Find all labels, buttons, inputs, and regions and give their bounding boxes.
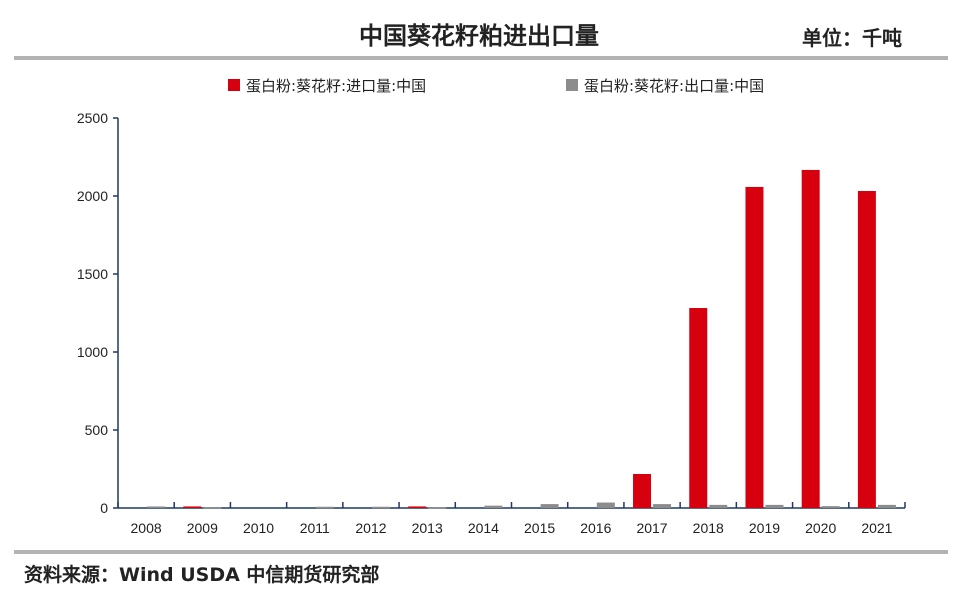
x-tick-label: 2020 <box>805 520 836 536</box>
x-tick-label: 2009 <box>187 520 218 536</box>
bar-import-2020 <box>801 169 820 508</box>
x-tick-label: 2021 <box>861 520 892 536</box>
legend-label-import: 蛋白粉:葵花籽:进口量:中国 <box>246 77 426 95</box>
x-tick-label: 2014 <box>468 520 499 536</box>
bar-import-2018 <box>689 308 708 508</box>
bar-export-2017 <box>653 504 672 508</box>
bar-export-2008 <box>147 506 166 508</box>
x-tick-label: 2011 <box>300 520 330 536</box>
bar-export-2020 <box>821 506 840 508</box>
x-tick-label: 2016 <box>580 520 611 536</box>
x-tick-label: 2015 <box>524 520 555 536</box>
y-tick-label: 2500 <box>77 110 108 126</box>
y-tick-label: 1000 <box>77 344 108 360</box>
legend-swatch-export <box>566 79 578 91</box>
x-tick-label: 2010 <box>243 520 274 536</box>
unit-label: 单位：千吨 <box>802 26 902 50</box>
bar-export-2012 <box>371 506 390 509</box>
y-tick-label: 500 <box>85 422 109 438</box>
x-tick-label: 2019 <box>749 520 780 536</box>
bar-import-2021 <box>857 191 876 508</box>
bar-export-2009 <box>203 507 222 510</box>
bar-import-2013 <box>408 506 427 508</box>
bottom-divider <box>14 550 948 554</box>
bar-export-2016 <box>596 502 615 508</box>
x-tick-label: 2013 <box>412 520 443 536</box>
bar-export-2014 <box>484 505 503 508</box>
bar-import-2017 <box>633 473 652 508</box>
bar-export-2011 <box>315 506 334 509</box>
bar-import-2019 <box>745 186 764 508</box>
y-tick-label: 2000 <box>77 188 108 204</box>
x-tick-label: 2017 <box>636 520 667 536</box>
bar-export-2013 <box>428 507 447 509</box>
bar-export-2015 <box>540 504 559 508</box>
x-tick-label: 2018 <box>693 520 724 536</box>
bar-export-2019 <box>765 504 784 508</box>
chart-title: 中国葵花籽粕进出口量 <box>359 22 599 50</box>
bar-export-2018 <box>709 504 728 508</box>
source-note: 资料来源：Wind USDA 中信期货研究部 <box>24 564 380 586</box>
legend-swatch-import <box>228 79 240 91</box>
top-divider <box>14 56 948 60</box>
x-tick-label: 2012 <box>355 520 386 536</box>
y-tick-label: 0 <box>100 500 108 516</box>
legend-label-export: 蛋白粉:葵花籽:出口量:中国 <box>584 77 764 95</box>
bar-export-2021 <box>877 504 896 508</box>
x-tick-label: 2008 <box>131 520 162 536</box>
y-tick-label: 1500 <box>77 266 108 282</box>
bar-import-2009 <box>183 506 202 508</box>
